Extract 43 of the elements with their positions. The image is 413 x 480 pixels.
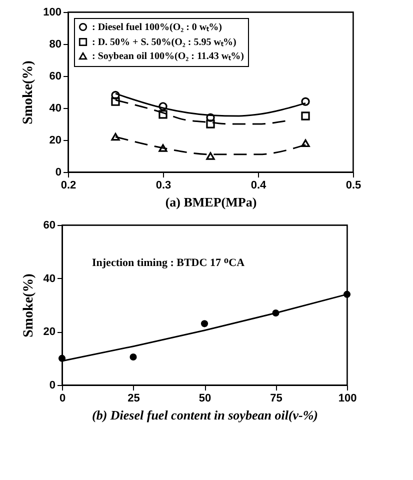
legend-label: : D. 50% + S. 50%(O₂ : 5.95 wₜ%) [92,37,236,48]
point [301,112,310,120]
point [206,152,215,160]
point [301,97,310,106]
y-tick-label: 80 [49,38,62,50]
y-axis-title: Smoke(%) [21,273,36,338]
point [301,139,310,148]
y-tick-label: 20 [43,326,56,338]
x-tick-label: 75 [270,392,282,404]
annotation: Injection timing : BTDC 17 ᴼCA [92,257,245,269]
y-tick-label: 40 [49,102,62,114]
legend-label: : Diesel fuel 100%(O₂ : 0 wₜ%) [92,22,222,33]
point [130,353,137,361]
y-tick-label: 100 [43,6,62,18]
legend-label: : Soybean oil 100%(O₂ : 11.43 wₜ%) [92,51,244,62]
point [200,320,208,328]
point [111,132,120,141]
y-tick-label: 0 [55,166,62,178]
x-tick-label: 0.3 [156,180,172,192]
x-tick-label: 50 [198,392,212,404]
y-tick-label: 40 [43,272,56,285]
y-axis-title: Smoke(%) [21,60,36,124]
point [111,97,120,106]
point [206,120,215,128]
point [58,354,66,362]
point [111,90,120,100]
point [158,102,168,111]
point [158,110,168,119]
point [272,309,280,317]
y-tick-label: 60 [49,70,62,82]
x-tick-label: 25 [128,392,140,404]
point [206,113,215,122]
x-tick-label: 0.4 [250,180,268,192]
x-tick-label: 0.2 [60,180,76,192]
x-tick-label: 100 [338,392,357,404]
y-tick-label: 0 [49,380,56,392]
x-axis-title: (b) Diesel fuel content in soybean oil(v-%) [92,408,318,422]
x-axis-title: (a) BMEP(MPa) [165,194,257,210]
point [158,144,168,152]
point [343,290,351,298]
y-tick-label: 20 [49,134,62,146]
y-tick-label: 60 [43,220,56,232]
x-tick-label: 0.5 [346,180,362,192]
